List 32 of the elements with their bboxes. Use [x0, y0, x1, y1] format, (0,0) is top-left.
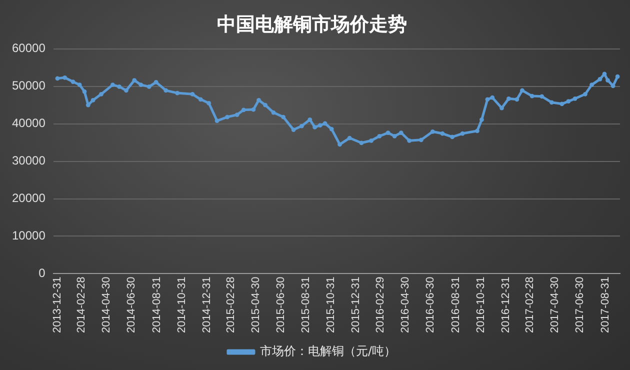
x-tick-label: 2016-04-30: [400, 276, 412, 334]
y-tick-label: 20000: [12, 191, 46, 206]
x-tick-label: 2017-02-28: [524, 276, 536, 334]
x-tick-label: 2014-08-31: [150, 276, 163, 334]
x-tick-label: 2015-12-31: [350, 276, 362, 334]
y-tick-label: 30000: [12, 154, 46, 168]
y-tick-label: 10000: [12, 228, 46, 243]
x-tick-label: 2015-06-30: [274, 276, 287, 334]
x-tick-label: 2014-12-31: [200, 276, 213, 334]
chart-title: 中国电解铜市场价走势: [217, 13, 407, 36]
x-tick-label: 2016-12-31: [500, 276, 512, 334]
x-tick-label: 2015-02-28: [224, 276, 237, 334]
x-tick-label: 2014-10-31: [176, 276, 188, 334]
x-tick-label: 2017-08-31: [599, 276, 612, 334]
x-tick-label: 2015-04-30: [250, 276, 262, 334]
y-tick-label: 50000: [12, 78, 46, 93]
x-tick-label: 2017-04-30: [548, 276, 561, 334]
x-tick-label: 2016-06-30: [424, 276, 437, 334]
y-tick-label: 60000: [12, 41, 46, 56]
x-tick-label: 2015-10-31: [325, 276, 338, 334]
legend-label: 市场价：电解铜（元/吨）: [260, 344, 396, 358]
y-tick-label: 0: [38, 266, 46, 280]
x-tick-label: 2016-08-31: [450, 276, 462, 334]
x-tick-label: 2017-06-30: [574, 276, 586, 334]
x-tick-label: 2014-06-30: [126, 276, 138, 334]
x-tick-label: 2015-08-31: [300, 276, 312, 334]
y-tick-label: 40000: [12, 116, 46, 130]
x-tick-label: 2014-04-30: [100, 276, 113, 334]
x-tick-label: 2016-02-29: [374, 276, 387, 334]
x-tick-label: 2016-10-31: [474, 276, 487, 334]
x-tick-label: 2013-12-31: [51, 276, 64, 334]
x-tick-label: 2014-02-28: [76, 276, 88, 334]
